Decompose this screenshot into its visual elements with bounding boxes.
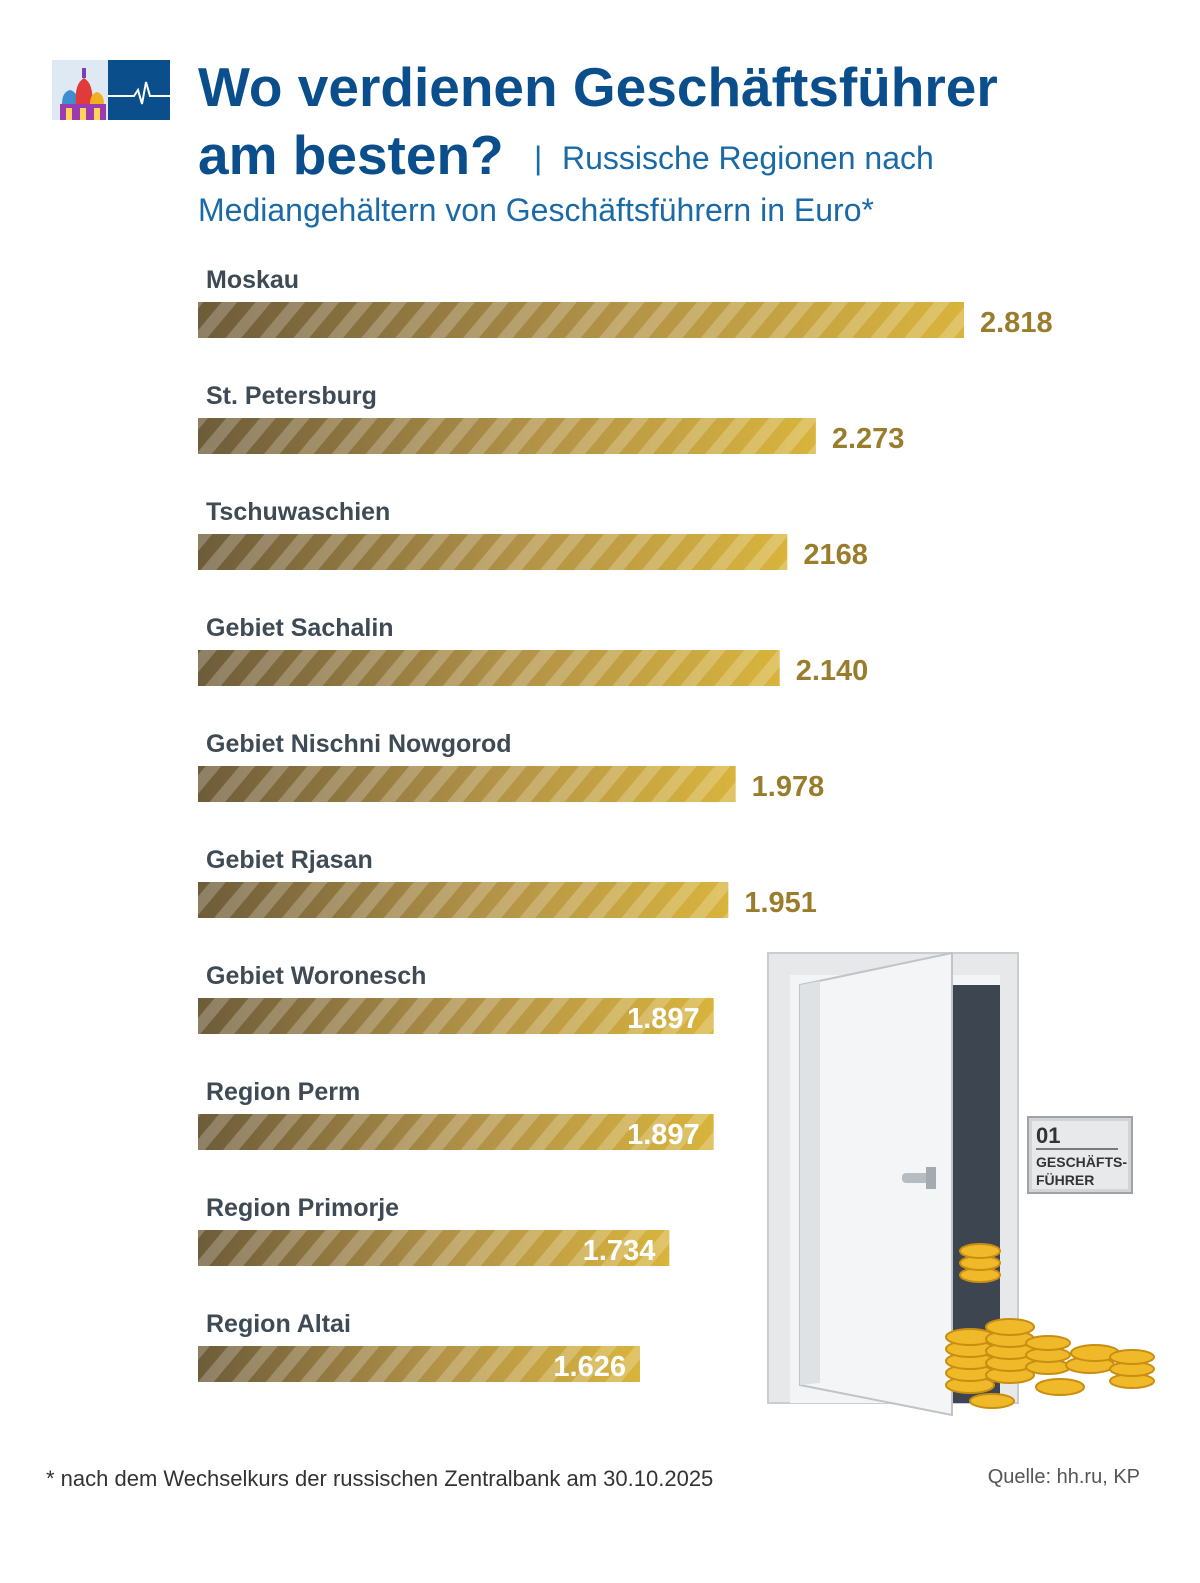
page-title-line2: am besten? — [198, 124, 504, 186]
bar-label: Tschuwaschien — [206, 498, 390, 526]
bar-value-label: 1.897 — [627, 1119, 700, 1151]
bar-label: Gebiet Woronesch — [206, 962, 426, 990]
bar-label: Region Primorje — [206, 1194, 399, 1222]
logo-icon — [52, 60, 170, 120]
bar-label: Gebiet Nischni Nowgorod — [206, 730, 512, 758]
bar-value-label: 1.626 — [553, 1351, 626, 1383]
bar-value-label: 1.734 — [583, 1235, 656, 1267]
bar-value-label: 2.818 — [980, 307, 1053, 339]
footnote: * nach dem Wechselkurs der russischen Ze… — [46, 1466, 714, 1491]
bar-stripes — [198, 534, 788, 570]
title-separator: | — [534, 140, 543, 176]
bar-label: Region Perm — [206, 1078, 360, 1106]
bar-stripes — [198, 1346, 640, 1382]
bar-stripes — [198, 1114, 714, 1150]
bar-stripes — [198, 1230, 670, 1266]
plate-number: 01 — [1036, 1123, 1060, 1148]
bar-stripes — [198, 302, 964, 338]
bar-value-label: 1.897 — [627, 1003, 700, 1035]
bar-value-label: 1.978 — [752, 771, 825, 803]
bar-stripes — [198, 418, 816, 454]
bar-value-label: 2168 — [803, 539, 868, 571]
bar-value-label: 2.273 — [832, 423, 905, 455]
subtitle: Russische Regionen nach — [562, 140, 934, 176]
bar-value-label: 2.140 — [796, 655, 869, 687]
bar-label: Moskau — [206, 266, 299, 294]
page-title: Wo verdienen Geschäftsführer — [198, 56, 998, 118]
bar-label: Gebiet Rjasan — [206, 846, 373, 874]
door-illustration: 01 GESCHÄFTS- FÜHRER — [767, 951, 1155, 1417]
bar-stripes — [198, 766, 736, 802]
bar-stripes — [198, 998, 714, 1034]
source-credit: Quelle: hh.ru, KP — [987, 1466, 1140, 1488]
bar-label: Gebiet Sachalin — [206, 614, 394, 642]
subtitle-line2: Mediangehältern von Geschäftsführern in … — [198, 192, 874, 228]
bar-stripes — [198, 882, 729, 918]
bar-label: Region Altai — [206, 1310, 351, 1338]
plate-line1: GESCHÄFTS- — [1036, 1154, 1127, 1170]
bar-label: St. Petersburg — [206, 382, 377, 410]
bar-stripes — [198, 650, 780, 686]
plate-line2: FÜHRER — [1036, 1172, 1094, 1188]
bar-value-label: 1.951 — [744, 887, 817, 919]
